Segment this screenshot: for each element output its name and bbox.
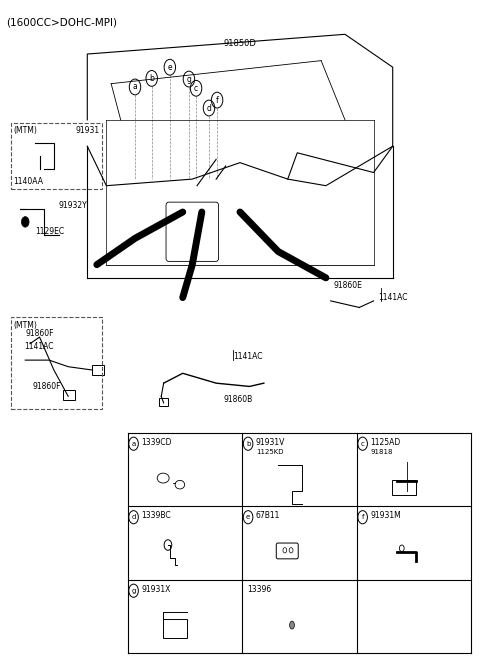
Text: f: f — [361, 514, 364, 520]
Text: 91931: 91931 — [75, 126, 99, 136]
Text: 1141AC: 1141AC — [24, 342, 54, 351]
Text: b: b — [149, 74, 154, 83]
Text: 1339BC: 1339BC — [141, 512, 171, 520]
Text: 91932Y: 91932Y — [59, 201, 87, 210]
Text: 1129EC: 1129EC — [35, 227, 64, 236]
Text: 91931X: 91931X — [141, 585, 170, 594]
Text: b: b — [246, 441, 250, 447]
Text: 91818: 91818 — [370, 449, 393, 455]
Text: d: d — [132, 514, 136, 520]
Text: 1141AC: 1141AC — [378, 293, 408, 302]
Text: 91931M: 91931M — [370, 512, 401, 520]
Text: c: c — [194, 84, 198, 93]
Text: 1339CD: 1339CD — [141, 438, 172, 447]
Circle shape — [22, 217, 29, 227]
Text: 1125AD: 1125AD — [370, 438, 400, 447]
Text: 67B11: 67B11 — [256, 512, 280, 520]
Text: e: e — [168, 63, 172, 71]
Text: d: d — [206, 104, 211, 112]
Text: 91860F: 91860F — [25, 329, 54, 338]
Text: g: g — [187, 75, 192, 83]
Text: g: g — [132, 588, 136, 594]
Text: 1140AA: 1140AA — [13, 176, 43, 186]
Text: c: c — [360, 441, 365, 447]
Text: e: e — [246, 514, 250, 520]
Text: 1141AC: 1141AC — [233, 352, 263, 362]
Text: 1125KD: 1125KD — [256, 449, 283, 455]
Circle shape — [289, 548, 293, 553]
Text: a: a — [132, 83, 137, 91]
Text: 91860F: 91860F — [33, 382, 61, 391]
Circle shape — [283, 548, 287, 553]
Text: 91860E: 91860E — [333, 281, 362, 290]
Text: a: a — [132, 441, 136, 447]
Text: 13396: 13396 — [247, 585, 271, 594]
Text: (1600CC>DOHC-MPI): (1600CC>DOHC-MPI) — [6, 18, 117, 28]
Text: f: f — [216, 96, 218, 104]
Text: 91860B: 91860B — [223, 395, 252, 404]
Text: (MTM): (MTM) — [13, 321, 37, 330]
Text: 91850D: 91850D — [223, 39, 256, 48]
Text: 91931V: 91931V — [256, 438, 285, 447]
Text: (MTM): (MTM) — [13, 126, 37, 136]
Ellipse shape — [289, 621, 294, 629]
